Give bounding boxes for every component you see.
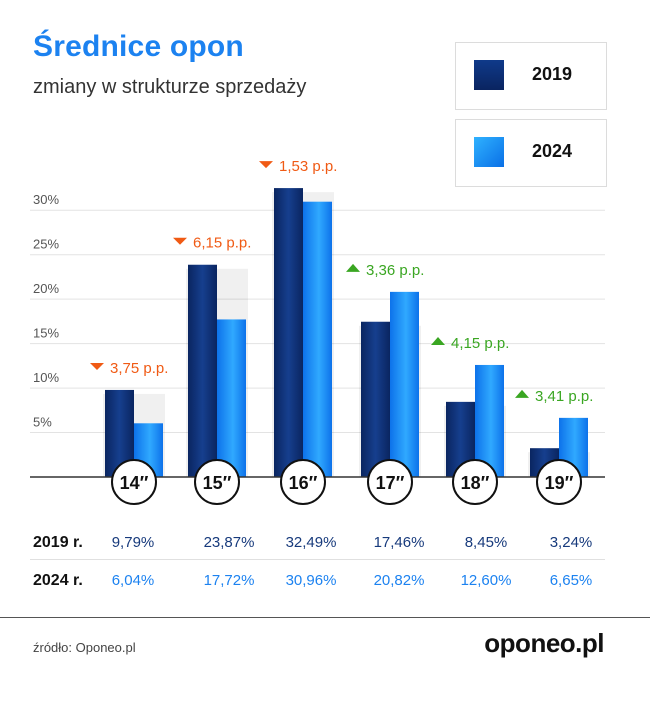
arrow-up-icon	[346, 263, 360, 272]
table-row-2019: 2019 r. 9,79% 23,87% 32,49% 17,46% 8,45%…	[30, 524, 605, 562]
bar-2024-2	[303, 201, 332, 477]
cell-2024-19: 6,65%	[549, 572, 593, 589]
cell-2019-15: 23,87%	[203, 534, 255, 551]
change-label: 1,53 p.p.	[279, 158, 337, 175]
arrow-down-icon	[173, 237, 187, 245]
bar-2019-2	[274, 188, 303, 477]
source-note: źródło: Oponeo.pl	[33, 640, 136, 655]
page-title: Średnice opon	[33, 30, 244, 63]
legend-swatch-2024	[474, 137, 504, 167]
cell-2019-14: 9,79%	[111, 534, 155, 551]
bar-chart: 5% 10% 15% 20% 25% 30% 3,75 p.p. 6,15 p.p. 1,53…	[30, 158, 605, 505]
bar-2019-3	[361, 321, 390, 477]
category-label: 17″	[376, 473, 405, 493]
legend-swatch-2019	[474, 60, 504, 90]
y-tick-label: 15%	[33, 326, 59, 341]
category-badge	[194, 459, 240, 505]
footer-divider	[0, 617, 650, 618]
brand-logo: oponeo.pl	[484, 628, 604, 658]
category-badge	[452, 459, 498, 505]
category-label: 16″	[289, 473, 318, 493]
cell-2024-14: 6,04%	[111, 572, 155, 589]
arrow-up-icon	[431, 336, 445, 345]
change-label: 3,75 p.p.	[110, 360, 168, 377]
cell-2019-16: 32,49%	[285, 534, 337, 551]
arrow-up-icon	[515, 389, 529, 398]
row-label-2024: 2024 r.	[33, 572, 83, 589]
bar-2024-1	[217, 319, 246, 477]
legend-item-2019: 2019	[455, 42, 607, 110]
y-tick-label: 10%	[33, 370, 59, 385]
category-label: 15″	[203, 473, 232, 493]
row-label-2019: 2019 r.	[33, 534, 83, 551]
legend-item-2024: 2024	[455, 119, 607, 187]
y-tick-label: 25%	[33, 237, 59, 252]
change-label: 4,15 p.p.	[451, 335, 509, 352]
y-tick-label: 30%	[33, 192, 59, 207]
y-tick-label: 20%	[33, 281, 59, 296]
bar-2024-3	[390, 291, 419, 477]
y-tick-label: 5%	[33, 415, 52, 430]
legend-label-2019: 2019	[532, 64, 573, 84]
cell-2024-15: 17,72%	[203, 572, 255, 589]
cell-2019-18: 8,45%	[464, 534, 508, 551]
bar-2019-1	[188, 264, 217, 477]
cell-2024-17: 20,82%	[373, 572, 425, 589]
change-label: 6,15 p.p.	[193, 235, 251, 252]
category-badge	[367, 459, 413, 505]
category-badge	[280, 459, 326, 505]
category-label: 18″	[461, 473, 490, 493]
category-badge	[536, 459, 582, 505]
cell-2019-17: 17,46%	[373, 534, 425, 551]
arrow-down-icon	[90, 362, 104, 370]
change-label: 3,41 p.p.	[535, 388, 593, 405]
bar-2024-4	[475, 364, 504, 477]
category-label: 19″	[545, 473, 574, 493]
cell-2019-19: 3,24%	[549, 534, 593, 551]
legend-label-2024: 2024	[532, 141, 573, 161]
category-label: 14″	[120, 473, 149, 493]
cell-2024-18: 12,60%	[460, 572, 512, 589]
category-badge	[111, 459, 157, 505]
table-row-2024: 2024 r. 6,04% 17,72% 30,96% 20,82% 12,60…	[30, 562, 605, 600]
arrow-down-icon	[259, 161, 273, 169]
page-subtitle: zmiany w strukturze sprzedaży	[33, 76, 307, 98]
change-label: 3,36 p.p.	[366, 262, 424, 279]
cell-2024-16: 30,96%	[285, 572, 337, 589]
table-divider	[30, 559, 605, 560]
